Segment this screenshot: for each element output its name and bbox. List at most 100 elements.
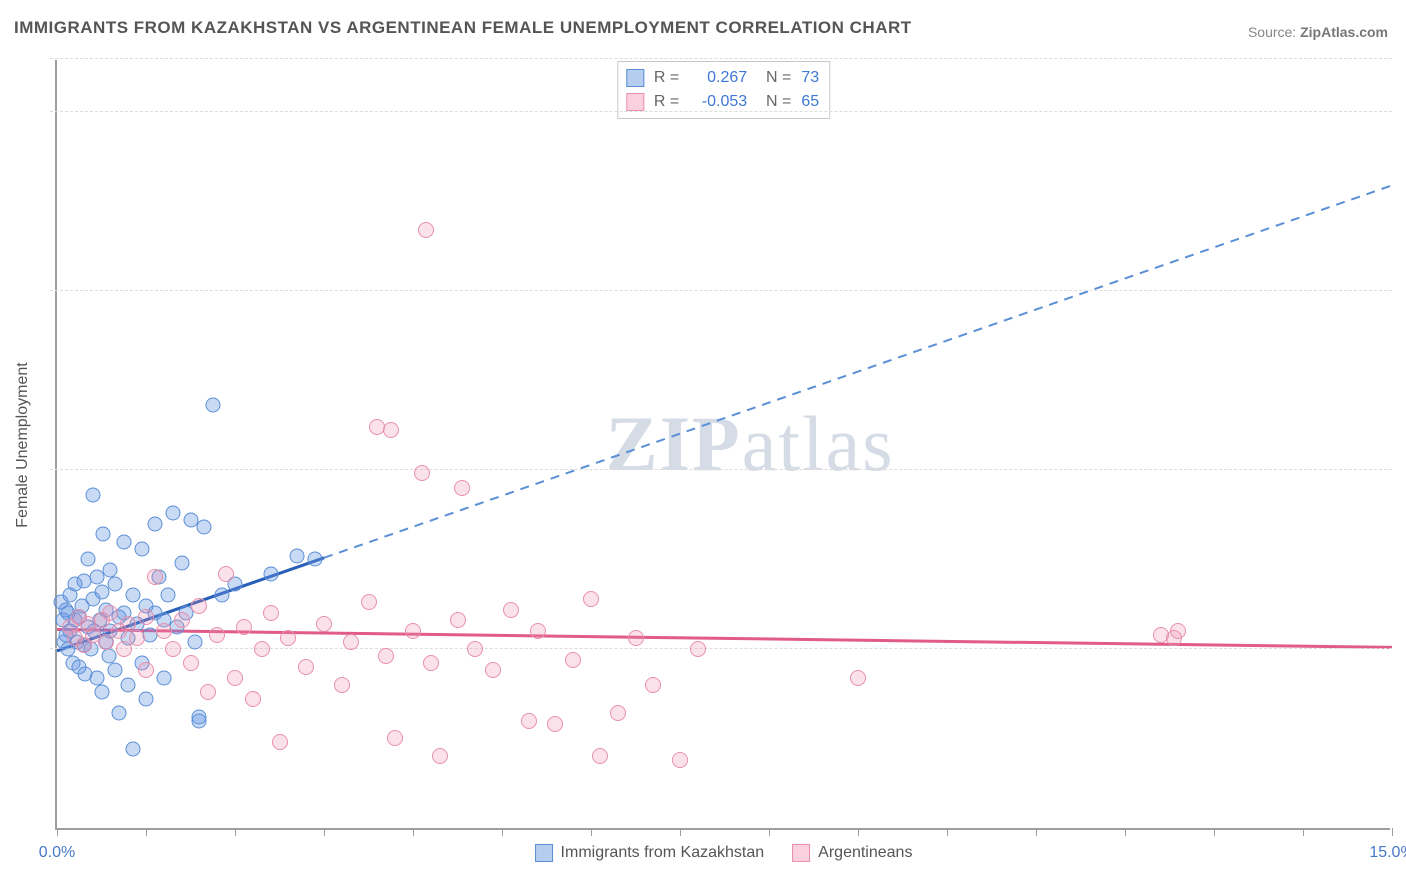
data-point: [139, 692, 154, 707]
data-point: [628, 630, 644, 646]
data-point: [414, 465, 430, 481]
legend-item: Immigrants from Kazakhstan: [535, 844, 765, 862]
data-point: [263, 605, 279, 621]
x-tick: [413, 828, 414, 836]
data-point: [103, 563, 118, 578]
data-point: [209, 627, 225, 643]
data-point: [101, 649, 116, 664]
source-attribution: Source: ZipAtlas.com: [1248, 24, 1388, 40]
data-point: [116, 641, 132, 657]
data-point: [200, 684, 216, 700]
data-point: [263, 566, 278, 581]
data-point: [102, 605, 118, 621]
data-point: [156, 670, 171, 685]
data-point: [450, 612, 466, 628]
data-point: [98, 634, 114, 650]
data-point: [134, 541, 149, 556]
data-point: [485, 662, 501, 678]
data-point: [196, 520, 211, 535]
data-point: [138, 609, 154, 625]
data-point: [610, 705, 626, 721]
trend-lines-layer: [57, 60, 1390, 828]
data-point: [583, 591, 599, 607]
data-point: [245, 691, 261, 707]
data-point: [432, 748, 448, 764]
legend-swatch: [626, 93, 644, 111]
data-point: [290, 548, 305, 563]
gridline: [50, 58, 1392, 59]
legend-swatch: [626, 69, 644, 87]
data-point: [218, 566, 234, 582]
data-point: [383, 422, 399, 438]
data-point: [183, 655, 199, 671]
data-point: [1170, 623, 1186, 639]
legend-swatch: [792, 844, 810, 862]
data-point: [165, 505, 180, 520]
x-tick: [947, 828, 948, 836]
gridline: 5.0%: [50, 648, 1392, 649]
legend-row: R =0.267 N = 73: [626, 66, 819, 90]
data-point: [521, 713, 537, 729]
data-point: [90, 670, 105, 685]
data-point: [191, 598, 207, 614]
data-point: [454, 480, 470, 496]
data-point: [690, 641, 706, 657]
x-tick: [1214, 828, 1215, 836]
legend-n-value: 73: [801, 66, 819, 90]
data-point: [227, 670, 243, 686]
data-point: [116, 534, 131, 549]
data-point: [192, 709, 207, 724]
data-point: [121, 677, 136, 692]
data-point: [107, 577, 122, 592]
data-point: [174, 612, 190, 628]
plot-area: ZIPatlas R =0.267 N = 73R =-0.053 N = 65…: [55, 60, 1390, 830]
legend-r-label: R =: [654, 66, 679, 90]
data-point: [672, 752, 688, 768]
data-point: [129, 630, 145, 646]
x-tick: [591, 828, 592, 836]
data-point: [280, 630, 296, 646]
data-point: [298, 659, 314, 675]
data-point: [96, 527, 111, 542]
x-tick: [502, 828, 503, 836]
legend-item: Argentineans: [792, 844, 912, 862]
gridline: 15.0%: [50, 290, 1392, 291]
data-point: [592, 748, 608, 764]
data-point: [205, 398, 220, 413]
data-point: [81, 552, 96, 567]
data-point: [174, 555, 189, 570]
data-point: [125, 588, 140, 603]
x-tick: [858, 828, 859, 836]
x-tick: [1036, 828, 1037, 836]
data-point: [94, 684, 109, 699]
data-point: [565, 652, 581, 668]
data-point: [187, 634, 202, 649]
x-tick: [1303, 828, 1304, 836]
data-point: [85, 487, 100, 502]
source-name: ZipAtlas.com: [1300, 24, 1388, 40]
x-tick: [146, 828, 147, 836]
legend-n-label: N =: [757, 66, 791, 90]
chart-title: IMMIGRANTS FROM KAZAKHSTAN VS ARGENTINEA…: [14, 18, 912, 38]
x-tick: [324, 828, 325, 836]
y-axis-title: Female Unemployment: [14, 362, 32, 527]
gridline: 10.0%: [50, 469, 1392, 470]
x-tick: [680, 828, 681, 836]
series-legend: Immigrants from Kazakhstan Argentineans: [535, 844, 913, 862]
x-tick: [769, 828, 770, 836]
data-point: [120, 616, 136, 632]
source-label: Source:: [1248, 24, 1296, 40]
x-tick: [1125, 828, 1126, 836]
legend-label: Immigrants from Kazakhstan: [561, 844, 765, 862]
data-point: [645, 677, 661, 693]
data-point: [308, 552, 323, 567]
gridline: 20.0%: [50, 111, 1392, 112]
data-point: [107, 663, 122, 678]
data-point: [112, 706, 127, 721]
legend-label: Argentineans: [818, 844, 912, 862]
data-point: [361, 594, 377, 610]
data-point: [165, 641, 181, 657]
data-point: [138, 662, 154, 678]
data-point: [147, 516, 162, 531]
data-point: [156, 623, 172, 639]
